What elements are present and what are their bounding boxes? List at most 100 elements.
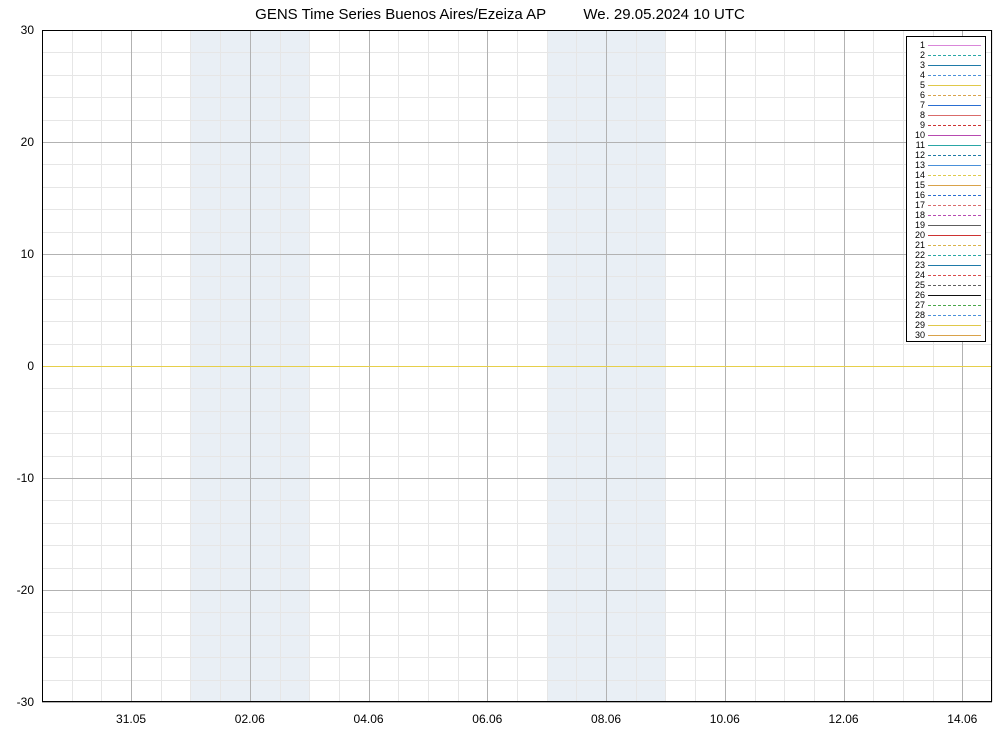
legend-item-label: 9 (911, 121, 925, 130)
legend-item-label: 10 (911, 131, 925, 140)
legend: 1234567891011121314151617181920212223242… (906, 36, 986, 342)
legend-item: 8 (911, 110, 981, 120)
gridline-h-major (42, 254, 992, 255)
legend-item: 9 (911, 120, 981, 130)
gridline-h-minor (42, 344, 992, 345)
legend-item-label: 6 (911, 91, 925, 100)
legend-item: 25 (911, 280, 981, 290)
legend-item-label: 17 (911, 201, 925, 210)
legend-item-swatch (928, 155, 981, 156)
legend-item-swatch (928, 215, 981, 216)
legend-item-label: 16 (911, 191, 925, 200)
legend-item-swatch (928, 105, 981, 106)
legend-item-swatch (928, 225, 981, 226)
legend-item-swatch (928, 85, 981, 86)
plot-area: 1234567891011121314151617181920212223242… (42, 30, 992, 702)
x-tick-label: 12.06 (829, 712, 859, 726)
legend-item: 20 (911, 230, 981, 240)
legend-item: 6 (911, 90, 981, 100)
y-tick-label: 0 (6, 359, 34, 373)
legend-item-label: 15 (911, 181, 925, 190)
legend-item-label: 24 (911, 271, 925, 280)
legend-item-label: 29 (911, 321, 925, 330)
x-tick-label: 08.06 (591, 712, 621, 726)
gridline-h-major (42, 478, 992, 479)
legend-item-label: 27 (911, 301, 925, 310)
legend-item-swatch (928, 125, 981, 126)
legend-item: 27 (911, 300, 981, 310)
legend-item-swatch (928, 325, 981, 326)
legend-item-label: 2 (911, 51, 925, 60)
legend-item-label: 1 (911, 41, 925, 50)
legend-item: 12 (911, 150, 981, 160)
legend-item-swatch (928, 265, 981, 266)
legend-item-swatch (928, 175, 981, 176)
legend-item-label: 23 (911, 261, 925, 270)
gridline-h-minor (42, 97, 992, 98)
gridline-h-minor (42, 232, 992, 233)
legend-item-label: 26 (911, 291, 925, 300)
legend-item: 1 (911, 40, 981, 50)
legend-item-label: 3 (911, 61, 925, 70)
gridline-h-minor (42, 187, 992, 188)
x-tick-label: 14.06 (947, 712, 977, 726)
y-tick-label: 20 (6, 135, 34, 149)
gridline-h-minor (42, 276, 992, 277)
legend-item-label: 30 (911, 331, 925, 340)
gridline-v-minor (992, 30, 993, 702)
gridline-h-minor (42, 568, 992, 569)
legend-item-swatch (928, 255, 981, 256)
legend-item-swatch (928, 335, 981, 336)
gridline-h-minor (42, 433, 992, 434)
legend-item: 19 (911, 220, 981, 230)
x-tick-label: 04.06 (354, 712, 384, 726)
legend-item: 23 (911, 260, 981, 270)
legend-item: 18 (911, 210, 981, 220)
legend-item-label: 14 (911, 171, 925, 180)
legend-item: 10 (911, 130, 981, 140)
y-tick-label: 30 (6, 23, 34, 37)
legend-item-label: 25 (911, 281, 925, 290)
legend-item-swatch (928, 205, 981, 206)
legend-item-swatch (928, 195, 981, 196)
legend-item-swatch (928, 135, 981, 136)
gridline-h-minor (42, 411, 992, 412)
gridline-h-minor (42, 388, 992, 389)
legend-item-label: 22 (911, 251, 925, 260)
gridline-h-minor (42, 52, 992, 53)
legend-item-swatch (928, 275, 981, 276)
legend-item-label: 12 (911, 151, 925, 160)
legend-item: 2 (911, 50, 981, 60)
legend-item-label: 5 (911, 81, 925, 90)
legend-item-label: 11 (911, 141, 925, 150)
x-tick-label: 06.06 (472, 712, 502, 726)
gridline-h-minor (42, 75, 992, 76)
chart-title: GENS Time Series Buenos Aires/Ezeiza AP … (0, 6, 1000, 23)
legend-item-label: 4 (911, 71, 925, 80)
legend-item: 13 (911, 160, 981, 170)
legend-item: 11 (911, 140, 981, 150)
x-tick-label: 02.06 (235, 712, 265, 726)
legend-item-label: 28 (911, 311, 925, 320)
legend-item-swatch (928, 95, 981, 96)
legend-item-swatch (928, 235, 981, 236)
gridline-h-major (42, 702, 992, 703)
legend-item: 21 (911, 240, 981, 250)
legend-item-swatch (928, 115, 981, 116)
gridline-h-minor (42, 164, 992, 165)
legend-item: 3 (911, 60, 981, 70)
legend-item: 7 (911, 100, 981, 110)
legend-item-swatch (928, 245, 981, 246)
gridline-h-minor (42, 612, 992, 613)
legend-item-swatch (928, 55, 981, 56)
legend-item-swatch (928, 65, 981, 66)
legend-item-label: 7 (911, 101, 925, 110)
legend-item: 17 (911, 200, 981, 210)
gridline-h-major (42, 30, 992, 31)
legend-item: 14 (911, 170, 981, 180)
gridline-h-minor (42, 545, 992, 546)
gridline-h-minor (42, 209, 992, 210)
legend-item-swatch (928, 145, 981, 146)
legend-item: 15 (911, 180, 981, 190)
legend-item-swatch (928, 75, 981, 76)
